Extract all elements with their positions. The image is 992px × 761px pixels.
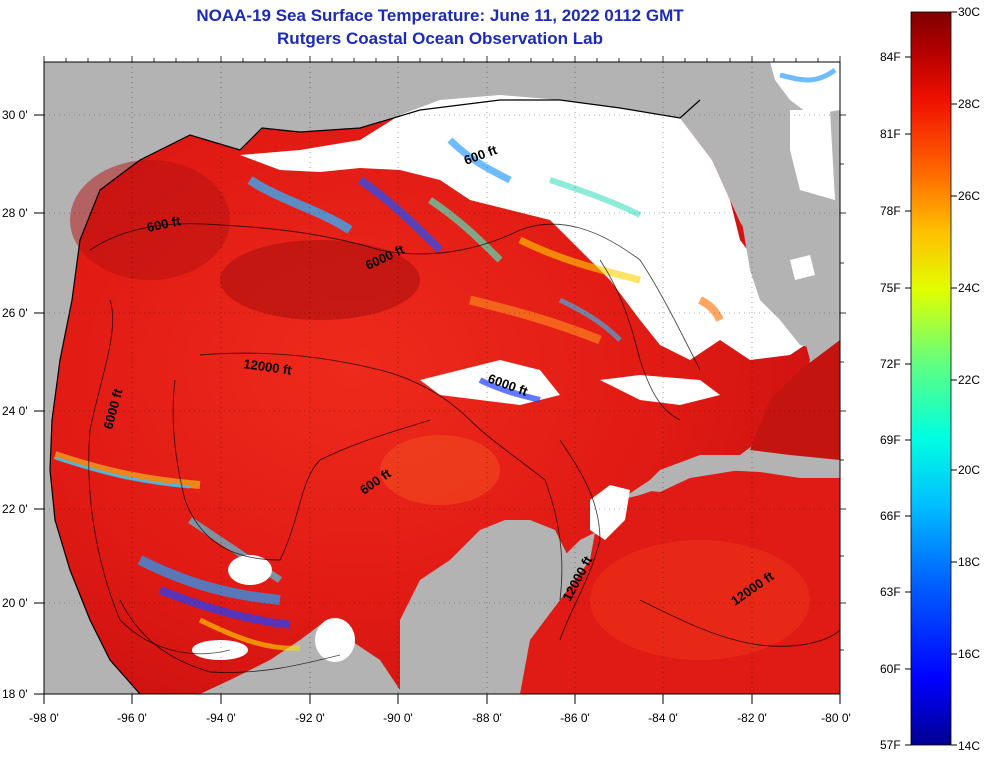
lon-tick-label: -92 0' [295, 711, 325, 725]
yucatan-land [400, 520, 570, 694]
lat-tick-label: 18 0' [2, 687, 28, 701]
colorbar-fahrenheit-label: 75F [880, 281, 901, 295]
contour-label: 600 ft [146, 213, 183, 235]
lon-tick-label: -90 0' [383, 711, 413, 725]
colorbar-fahrenheit-label: 84F [880, 50, 901, 64]
colorbar-fahrenheit-label: 69F [880, 433, 901, 447]
colorbar-fahrenheit-label: 57F [880, 738, 901, 752]
atlantic-water [750, 340, 840, 460]
colorbar [910, 11, 952, 746]
lon-tick-label: -84 0' [648, 711, 678, 725]
colorbar-celsius-label: 24C [958, 281, 980, 295]
contour-label: 12000 ft [243, 356, 294, 378]
lat-tick-label: 26 0' [2, 306, 28, 320]
lat-tick-label: 20 0' [2, 596, 28, 610]
lat-tick-label: 22 0' [2, 502, 28, 516]
colorbar-fahrenheit-label: 66F [880, 509, 901, 523]
lon-tick-label: -98 0' [29, 711, 59, 725]
grid-lines [44, 62, 840, 694]
lon-tick-label: -86 0' [560, 711, 590, 725]
lon-tick-label: -82 0' [737, 711, 767, 725]
colorbar-celsius-label: 18C [958, 555, 980, 569]
colorbar-celsius-label: 30C [958, 5, 980, 19]
lat-tick-label: 28 0' [2, 206, 28, 220]
colorbar-celsius-label: 20C [958, 463, 980, 477]
lat-tick-label: 30 0' [2, 108, 28, 122]
colorbar-fahrenheit-label: 63F [880, 585, 901, 599]
lat-tick-label: 24 0' [2, 404, 28, 418]
tick-marks [34, 114, 841, 704]
lon-tick-label: -80 0' [821, 711, 851, 725]
colorbar-celsius-label: 28C [958, 97, 980, 111]
lon-tick-label: -88 0' [472, 711, 502, 725]
map-title: NOAA-19 Sea Surface Temperature: June 11… [196, 6, 684, 25]
cloud-cover-north [240, 95, 805, 360]
map-subtitle: Rutgers Coastal Ocean Observation Lab [277, 29, 603, 48]
colorbar-celsius-label: 22C [958, 373, 980, 387]
cuba-land [640, 455, 840, 492]
colorbar-fahrenheit-label: 81F [880, 127, 901, 141]
lon-tick-label: -96 0' [117, 711, 147, 725]
colorbar-fahrenheit-label: 60F [880, 662, 901, 676]
colorbar-fahrenheit-label: 72F [880, 357, 901, 371]
colorbar-ticks [905, 11, 957, 746]
colorbar-celsius-label: 26C [958, 189, 980, 203]
colorbar-celsius-label: 14C [958, 739, 980, 753]
lon-tick-label: -94 0' [206, 711, 236, 725]
colorbar-celsius-label: 16C [958, 647, 980, 661]
colorbar-fahrenheit-label: 78F [880, 204, 901, 218]
